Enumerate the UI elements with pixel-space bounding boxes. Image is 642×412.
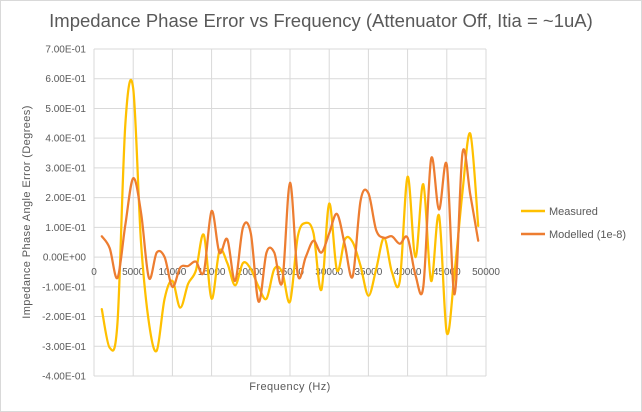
- legend-item-measured[interactable]: Measured: [521, 206, 598, 218]
- gridlines: [93, 48, 487, 377]
- series-modelled: [100, 148, 480, 303]
- series-line: [100, 78, 480, 353]
- x-tick-label: 5000: [122, 267, 145, 278]
- x-axis-label: Frequency (Hz): [249, 381, 330, 393]
- chart-title: Impedance Phase Error vs Frequency (Atte…: [49, 10, 593, 31]
- legend-label-modelled: Modelled (1e-8): [549, 229, 626, 241]
- series-line: [100, 148, 480, 303]
- legend-item-modelled[interactable]: Modelled (1e-8): [521, 229, 626, 241]
- y-tick-label: 0.00E+00: [43, 253, 87, 264]
- y-tick-label: 4.00E-01: [45, 134, 86, 145]
- y-tick-label: -1.00E-01: [42, 282, 86, 293]
- y-tick-label: 6.00E-01: [45, 74, 86, 85]
- series-lines: [100, 78, 480, 353]
- y-tick-label: -4.00E-01: [42, 372, 86, 383]
- y-tick-label: 3.00E-01: [45, 163, 86, 174]
- legend: Measured Modelled (1e-8): [521, 206, 626, 241]
- x-tick-label: 25000: [276, 267, 304, 278]
- x-tick-label: 30000: [315, 267, 343, 278]
- x-tick-label: 20000: [237, 267, 265, 278]
- y-tick-label: 5.00E-01: [45, 104, 86, 115]
- y-tick-label: 7.00E-01: [45, 45, 86, 56]
- x-tick-label: 15000: [198, 267, 226, 278]
- legend-label-measured: Measured: [549, 206, 598, 218]
- y-tick-label: 1.00E-01: [45, 223, 86, 234]
- x-tick-label: 0: [91, 267, 97, 278]
- y-tick-label: -2.00E-01: [42, 312, 86, 323]
- x-axis-ticks: 0 5000 10000 15000 20000 25000 30000 35000 40000…: [91, 267, 500, 278]
- x-tick-label: 45000: [433, 267, 461, 278]
- y-tick-label: 2.00E-01: [45, 193, 86, 204]
- x-tick-label: 35000: [354, 267, 382, 278]
- x-tick-label: 40000: [394, 267, 422, 278]
- y-axis-ticks: 7.00E-01 6.00E-01 5.00E-01 4.00E-01 3.00E-01…: [42, 45, 86, 383]
- y-axis-label: Impedance Phase Angle Error (Degrees): [21, 105, 33, 319]
- y-tick-label: -3.00E-01: [42, 342, 86, 353]
- x-tick-label: 10000: [158, 267, 186, 278]
- x-tick-label: 50000: [472, 267, 500, 278]
